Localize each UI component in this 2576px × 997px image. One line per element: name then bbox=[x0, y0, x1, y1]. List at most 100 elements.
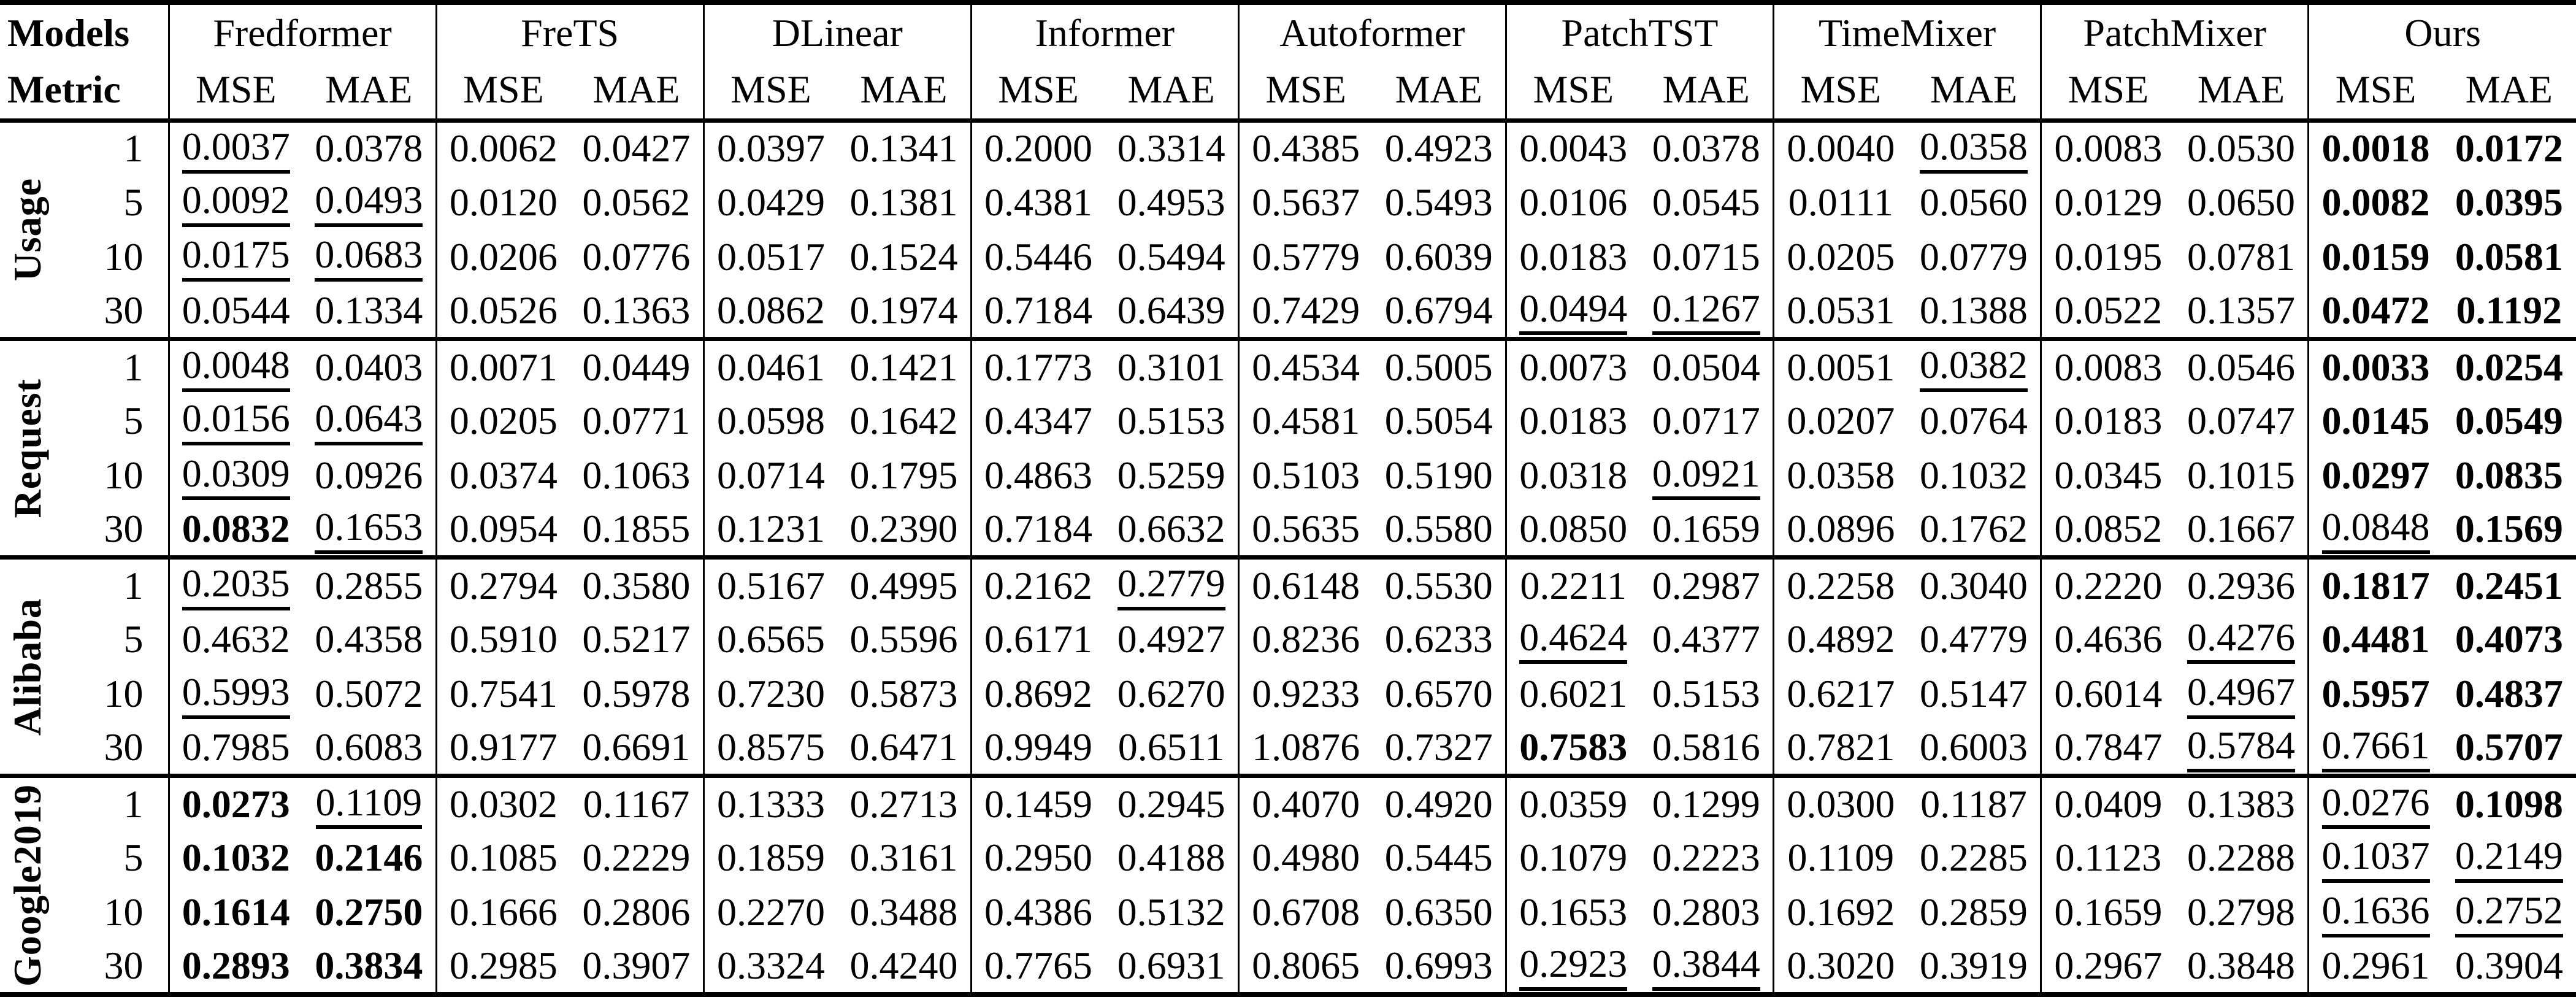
value-cell: 0.6439 bbox=[1117, 288, 1225, 332]
value-cell: 0.1267 bbox=[1640, 284, 1774, 339]
underlined-value: 0.2752 bbox=[2455, 891, 2563, 937]
metric-header-mse: MSE bbox=[702, 61, 838, 120]
value-cell: 0.0207 bbox=[1773, 393, 1907, 448]
value-cell: 0.0581 bbox=[2455, 234, 2563, 279]
value-cell: 0.6148 bbox=[1237, 557, 1373, 612]
value-cell: 0.5580 bbox=[1384, 507, 1493, 551]
group-label-usage: Usage bbox=[0, 120, 55, 339]
group-label-alibaba: Alibaba bbox=[0, 558, 55, 776]
value-cell: 0.4188 bbox=[1117, 836, 1225, 880]
value-cell: 0.5494 bbox=[1117, 234, 1225, 279]
table-row: 10 0.0309 0.0926 0.0374 0.1063 0.0714 0.1795 0.… bbox=[0, 448, 2576, 503]
value-cell: 0.4276 bbox=[2175, 612, 2309, 667]
model-header-patchtst: PatchTST bbox=[1505, 2, 1774, 61]
value-cell: 0.4377 bbox=[1652, 617, 1760, 661]
value-cell: 0.7661 bbox=[2307, 721, 2442, 776]
value-cell: 0.2794 bbox=[435, 557, 570, 612]
value-cell: 0.3020 bbox=[1773, 939, 1907, 995]
group-label-text: Request bbox=[6, 378, 49, 518]
value-cell: 0.2288 bbox=[2187, 836, 2295, 880]
value-cell: 0.4624 bbox=[1505, 612, 1640, 667]
value-cell: 0.1334 bbox=[315, 288, 423, 332]
value-cell: 0.0494 bbox=[1505, 284, 1640, 339]
group-label-google2019: Google2019 bbox=[0, 776, 55, 995]
value-cell: 0.4837 bbox=[2455, 672, 2563, 716]
value-cell: 0.3040 bbox=[1919, 563, 2028, 607]
metric-header-mae: MAE bbox=[860, 67, 948, 112]
table-row: Usage 1 0.0037 0.0378 0.0062 0.0427 0.0397 0.13… bbox=[0, 120, 2576, 281]
model-header-patchmixer: PatchMixer bbox=[2040, 2, 2309, 61]
value-cell: 0.4967 bbox=[2175, 667, 2309, 722]
group-request: Request 1 0.0048 0.0403 0.0071 0.0449 0.0461 0.… bbox=[0, 339, 2576, 558]
value-cell: 0.3848 bbox=[2187, 944, 2295, 988]
header-row-models: Models Fredformer FreTS DLinear Informer Auto… bbox=[0, 2, 2576, 61]
value-cell: 0.1231 bbox=[702, 502, 838, 558]
value-cell: 0.6632 bbox=[1117, 507, 1225, 551]
value-cell: 0.6794 bbox=[1384, 288, 1493, 332]
value-cell: 0.0206 bbox=[435, 229, 570, 285]
value-cell: 0.2798 bbox=[2187, 890, 2295, 934]
value-cell: 0.6014 bbox=[2040, 666, 2175, 722]
value-cell: 0.1098 bbox=[2455, 782, 2563, 826]
value-cell: 0.1357 bbox=[2187, 288, 2295, 332]
value-cell: 0.8692 bbox=[970, 666, 1105, 722]
value-cell: 0.0546 bbox=[2187, 345, 2295, 389]
value-cell: 0.5054 bbox=[1384, 398, 1493, 442]
value-cell: 0.6993 bbox=[1384, 944, 1493, 988]
metric-header-mae: MAE bbox=[592, 67, 680, 112]
table-row: Google2019 1 0.0273 0.1109 0.0302 0.1167 0.133… bbox=[0, 776, 2576, 987]
value-cell: 0.1667 bbox=[2187, 507, 2295, 551]
value-cell: 0.2162 bbox=[970, 557, 1105, 612]
value-cell: 0.0522 bbox=[2040, 284, 2175, 339]
value-cell: 0.0358 bbox=[1773, 448, 1907, 503]
group-label-text: Google2019 bbox=[6, 783, 49, 987]
value-cell: 0.0051 bbox=[1773, 339, 1907, 394]
value-cell: 0.2855 bbox=[315, 563, 423, 607]
value-cell: 0.5816 bbox=[1652, 725, 1760, 769]
model-header-frets: FreTS bbox=[435, 2, 704, 61]
value-cell: 0.5190 bbox=[1384, 453, 1493, 497]
underlined-value: 0.4967 bbox=[2187, 672, 2295, 719]
value-cell: 0.0683 bbox=[302, 229, 436, 284]
value-cell: 0.6021 bbox=[1505, 666, 1640, 722]
value-cell: 0.0714 bbox=[702, 448, 838, 503]
table-row: 30 0.0544 0.1334 0.0526 0.1363 0.0862 0.1974 0.… bbox=[0, 284, 2576, 339]
value-cell: 0.5445 bbox=[1384, 836, 1493, 880]
value-cell: 0.2923 bbox=[1505, 939, 1640, 995]
value-cell: 0.1636 bbox=[2307, 885, 2442, 940]
value-cell: 0.4923 bbox=[1384, 126, 1493, 171]
value-cell: 0.0318 bbox=[1505, 448, 1640, 503]
metric-header-mae: MAE bbox=[1395, 67, 1482, 112]
metric-header-mse: MSE bbox=[1505, 61, 1640, 120]
table-row: 10 0.0175 0.0683 0.0206 0.0776 0.0517 0.1524 0.… bbox=[0, 229, 2576, 285]
underlined-value: 0.0358 bbox=[1919, 126, 2028, 174]
value-cell: 0.0779 bbox=[1919, 234, 2028, 279]
value-cell: 0.5993 bbox=[167, 666, 303, 722]
value-cell: 0.6233 bbox=[1384, 617, 1493, 661]
value-cell: 0.0764 bbox=[1919, 398, 2028, 442]
value-cell: 0.1653 bbox=[302, 502, 436, 557]
value-cell: 0.1063 bbox=[582, 453, 691, 497]
table-row: 30 0.0832 0.1653 0.0954 0.1855 0.1231 0.2390 0.… bbox=[0, 502, 2576, 558]
value-cell: 0.0378 bbox=[315, 126, 423, 171]
value-cell: 0.1659 bbox=[1652, 507, 1760, 551]
underlined-value: 0.0037 bbox=[182, 126, 290, 174]
value-cell: 0.6471 bbox=[849, 725, 958, 769]
value-cell: 0.5707 bbox=[2455, 725, 2563, 769]
value-cell: 0.0040 bbox=[1773, 120, 1907, 175]
value-cell: 0.1773 bbox=[970, 339, 1105, 394]
value-cell: 0.7541 bbox=[435, 666, 570, 722]
value-cell: 0.2985 bbox=[435, 939, 570, 995]
horizon-cell: 5 bbox=[123, 180, 144, 224]
value-cell: 0.0921 bbox=[1640, 448, 1774, 502]
value-cell: 0.4481 bbox=[2307, 612, 2442, 667]
value-cell: 0.0954 bbox=[435, 502, 570, 558]
value-cell: 0.1817 bbox=[2307, 557, 2442, 612]
horizon-cell: 5 bbox=[123, 398, 144, 442]
value-cell: 0.5910 bbox=[435, 612, 570, 667]
value-cell: 0.7184 bbox=[970, 284, 1105, 339]
value-cell: 0.2258 bbox=[1773, 557, 1907, 612]
value-cell: 0.7184 bbox=[970, 502, 1105, 558]
value-cell: 0.0545 bbox=[1652, 180, 1760, 224]
value-cell: 0.0345 bbox=[2040, 448, 2175, 503]
